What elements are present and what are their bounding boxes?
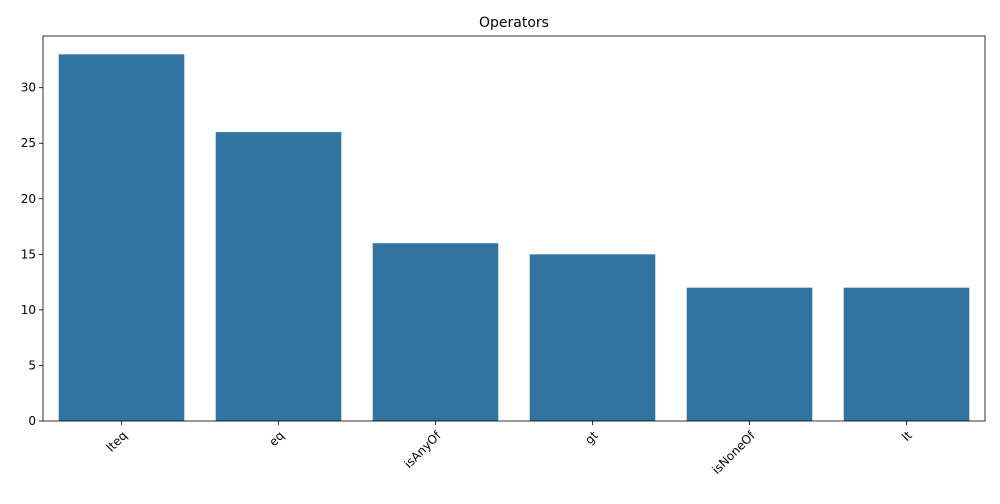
- y-tick-label: 30: [21, 81, 36, 95]
- x-tick-label: isNoneOf: [709, 428, 758, 477]
- bar-lt: [843, 287, 970, 421]
- y-tick-label: 5: [28, 358, 36, 372]
- y-axis: 0 5 10 15 20 25 30: [21, 81, 43, 428]
- bar-lteq: [58, 54, 185, 421]
- x-tick-label: lt: [899, 428, 915, 444]
- bar-isNoneOf: [686, 287, 813, 421]
- y-tick-label: 15: [21, 247, 36, 261]
- plot-border: [42, 35, 986, 422]
- x-axis: lteq eq isAnyOf gt isNoneOf lt: [104, 421, 915, 477]
- y-tick-label: 0: [28, 414, 36, 428]
- y-tick-label: 10: [21, 303, 36, 317]
- x-tick-label: eq: [266, 428, 287, 449]
- bar-eq: [215, 132, 342, 422]
- chart-title: Operators: [479, 15, 549, 31]
- bar-isAnyOf: [372, 243, 499, 421]
- y-tick-label: 20: [21, 192, 36, 206]
- bar-gt: [529, 254, 656, 421]
- y-tick-label: 25: [21, 136, 36, 150]
- plot-frame: [42, 35, 986, 422]
- bars-group: [58, 54, 970, 422]
- x-tick-label: gt: [582, 428, 601, 447]
- x-tick-label: lteq: [104, 428, 130, 454]
- x-tick-label: isAnyOf: [401, 428, 444, 471]
